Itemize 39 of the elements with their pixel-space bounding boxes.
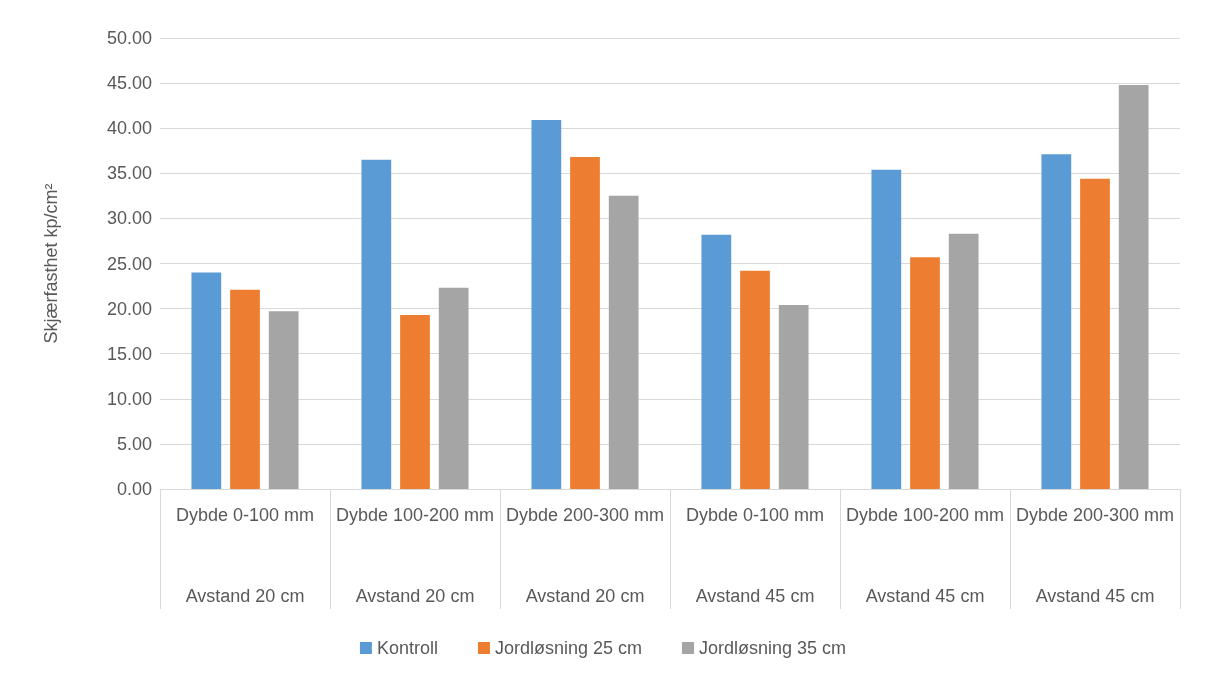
bar bbox=[268, 311, 299, 489]
y-tick-label: 0.00 bbox=[116, 479, 152, 499]
bar bbox=[400, 314, 430, 489]
category-label: Dybde 0-100 mm Avstand 45 cm bbox=[685, 504, 825, 606]
bar bbox=[1080, 178, 1110, 489]
y-tick-label: 20.00 bbox=[106, 298, 152, 319]
legend-label: Jordløsning 35 cm bbox=[699, 638, 847, 658]
y-tick-label: 40.00 bbox=[106, 118, 152, 139]
bar bbox=[361, 159, 392, 489]
legend-label: Jordløsning 25 cm bbox=[494, 638, 643, 658]
category-label: Dybde 0-100 mm Avstand 20 cm bbox=[175, 504, 315, 606]
bar bbox=[531, 120, 562, 489]
category-label: Dybde 100-200 mm Avstand 45 cm bbox=[845, 504, 1005, 606]
y-tick-label: 45.00 bbox=[106, 73, 152, 94]
category-label: Dybde 200-300 mm Avstand 45 cm bbox=[1015, 504, 1175, 606]
bar bbox=[740, 270, 770, 489]
y-tick-label: 5.00 bbox=[116, 433, 152, 454]
y-tick-label: 30.00 bbox=[106, 208, 152, 229]
bar bbox=[230, 289, 260, 489]
y-tick-label: 15.00 bbox=[106, 343, 152, 364]
y-tick-label: 10.00 bbox=[106, 388, 152, 409]
bar bbox=[191, 272, 222, 489]
category-label: Dybde 200-300 mm Avstand 20 cm bbox=[505, 504, 665, 606]
bar bbox=[1041, 154, 1072, 489]
y-axis-title: Skjærfasthet kp/cm² bbox=[41, 183, 61, 344]
bar bbox=[871, 169, 902, 489]
y-tick-label: 50.00 bbox=[106, 28, 152, 48]
bar bbox=[778, 304, 809, 489]
category-label: Dybde 100-200 mm Avstand 20 cm bbox=[335, 504, 495, 606]
bar bbox=[948, 233, 979, 489]
bar bbox=[910, 257, 940, 489]
bar bbox=[570, 157, 600, 489]
bar bbox=[608, 195, 639, 489]
bar bbox=[438, 287, 469, 489]
legend-label: Kontroll bbox=[376, 638, 438, 658]
bar bbox=[1118, 84, 1149, 489]
y-tick-label: 35.00 bbox=[106, 163, 152, 184]
y-tick-label: 25.00 bbox=[106, 253, 152, 274]
bar bbox=[701, 234, 732, 489]
